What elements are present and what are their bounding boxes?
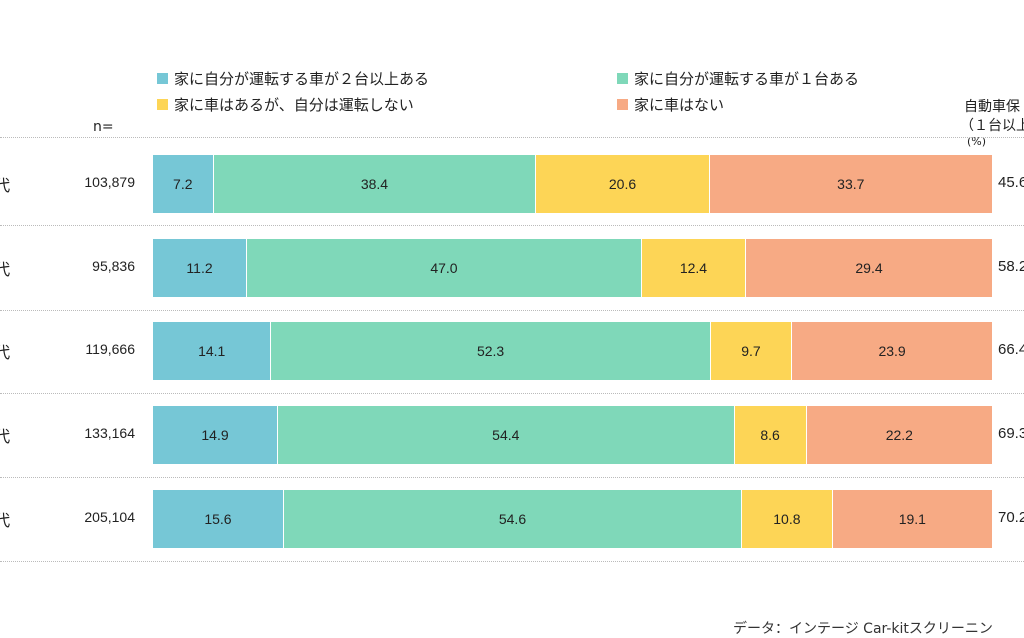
age-label: 0代: [0, 260, 11, 279]
bar-segment: 54.4: [278, 406, 735, 464]
data-label: 29.4: [855, 260, 883, 276]
source-note: データ：インテージ Car-kitスクリーニン: [733, 621, 993, 637]
data-label: 47.0: [430, 260, 458, 276]
bar-segment: 8.6: [734, 406, 807, 464]
bar-segment: 15.6: [153, 490, 284, 548]
bar-segment: 47.0: [247, 239, 642, 297]
bar-segment: 14.9: [153, 406, 279, 464]
data-label: 10.8: [773, 511, 801, 527]
ownership-value: 69.3: [998, 425, 1024, 442]
legend-label: 家に車はない: [634, 96, 725, 114]
legend-item-1: 家に自分が運転する車が１台ある: [617, 68, 859, 89]
bar-segment: 23.9: [792, 322, 993, 380]
ownership-value: 58.2: [998, 258, 1024, 275]
data-label: 14.9: [201, 427, 229, 443]
ownership-value: 66.4: [998, 341, 1024, 358]
legend-swatch: [617, 73, 628, 84]
ownership-header-2: （１台以上: [960, 118, 1024, 134]
data-label: 12.4: [679, 260, 708, 276]
legend-label: 家に自分が運転する車が１台ある: [634, 70, 860, 88]
legend-swatch: [617, 99, 628, 110]
data-label: 23.9: [878, 343, 906, 359]
n-value: 95,836: [92, 258, 135, 274]
data-label: 9.7: [741, 343, 761, 359]
data-label: 22.2: [885, 427, 913, 443]
ownership-value: 70.2: [998, 509, 1024, 526]
unit-label: (%): [967, 135, 987, 148]
gridline: [0, 393, 1024, 394]
bar-segment: 7.2: [153, 155, 214, 213]
data-label: 19.1: [898, 511, 926, 527]
data-label: 38.4: [360, 176, 389, 192]
data-label: 52.3: [476, 343, 505, 359]
bar-segment: 14.1: [153, 322, 272, 380]
bar-row: 14.9 54.4 8.6 22.2: [153, 406, 993, 464]
bar-row: 15.6 54.6 10.8 19.1: [153, 490, 993, 548]
bar-row: 7.2 38.4 20.6 33.7: [153, 155, 993, 213]
n-value: 119,666: [85, 341, 135, 357]
gridline: [0, 561, 1024, 562]
n-value: 205,104: [84, 509, 135, 525]
data-label: 33.7: [837, 176, 865, 192]
n-label: n=: [93, 119, 114, 135]
gridline: [0, 137, 1024, 138]
data-label: 15.6: [204, 511, 232, 527]
legend-item-no-drive: 家に車はあるが、自分は運転しない: [157, 94, 414, 115]
n-value: 103,879: [84, 174, 135, 190]
ownership-value: 45.6: [998, 174, 1024, 191]
bar-segment: 29.4: [746, 239, 993, 297]
bar-row: 11.2 47.0 12.4 29.4: [153, 239, 993, 297]
age-label: 0代: [0, 343, 11, 362]
data-label: 54.6: [498, 511, 527, 527]
legend-label: 家に自分が運転する車が２台以上ある: [174, 70, 430, 88]
gridline: [0, 477, 1024, 478]
bar-segment: 20.6: [536, 155, 710, 213]
bar-row: 14.1 52.3 9.7 23.9: [153, 322, 993, 380]
bar-segment: 33.7: [709, 155, 993, 213]
bar-segment: 22.2: [806, 406, 993, 464]
age-label: 0代: [0, 511, 11, 530]
bar-segment: 10.8: [742, 490, 833, 548]
bar-segment: 52.3: [271, 322, 711, 380]
legend-label: 家に車はあるが、自分は運転しない: [174, 96, 414, 114]
n-value: 133,164: [84, 425, 135, 441]
data-label: 14.1: [198, 343, 226, 359]
data-label: 8.6: [760, 427, 780, 443]
data-label: 54.4: [492, 427, 520, 443]
bar-segment: 38.4: [213, 155, 537, 213]
data-label: 20.6: [608, 176, 637, 192]
bar-segment: 19.1: [832, 490, 993, 548]
legend-item-no-car: 家に車はない: [617, 94, 724, 115]
legend-swatch: [157, 99, 168, 110]
ownership-header-1: 自動車保: [964, 99, 1020, 115]
data-label: 7.2: [173, 176, 193, 192]
age-label: 0代: [0, 176, 11, 195]
bar-segment: 12.4: [641, 239, 747, 297]
legend-item-2plus: 家に自分が運転する車が２台以上ある: [157, 68, 429, 89]
bar-segment: 54.6: [283, 490, 743, 548]
bar-segment: 11.2: [153, 239, 248, 297]
gridline: [0, 310, 1024, 311]
age-label: 0代: [0, 427, 11, 446]
data-label: 11.2: [186, 260, 213, 276]
gridline: [0, 225, 1024, 226]
bar-segment: 9.7: [710, 322, 793, 380]
legend-swatch: [157, 73, 168, 84]
